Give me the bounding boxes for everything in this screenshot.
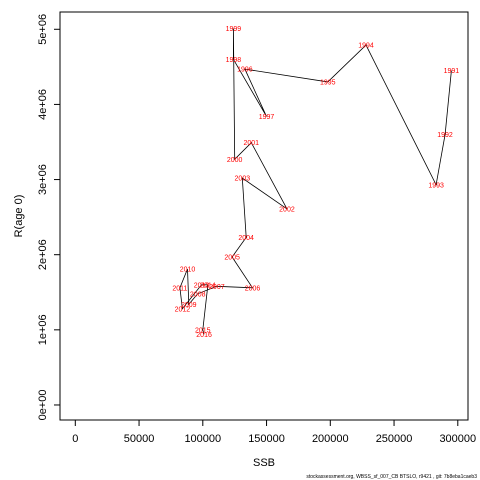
y-tick-label: 2e+06 <box>37 239 49 270</box>
y-axis-title: R(age 0) <box>13 195 25 238</box>
footer-credit: stockassessment.org, WBSS_sf_007_CB BTSL… <box>306 474 477 480</box>
point-label: 2000 <box>227 157 243 164</box>
point-label: 2011 <box>172 285 187 292</box>
x-tick-label: 150000 <box>248 433 285 445</box>
point-label: 2010 <box>180 266 196 273</box>
x-tick-label: 200000 <box>312 433 349 445</box>
series-line <box>179 28 452 335</box>
y-tick-label: 5e+06 <box>37 14 49 45</box>
point-label: 1996 <box>237 67 253 74</box>
series-line-layer <box>179 28 452 335</box>
axes-layer: 0 50000 100000 150000 200000 250000 300000 0e+0… <box>37 14 476 445</box>
point-label: 2004 <box>238 235 254 242</box>
y-tick-label: 4e+06 <box>37 89 49 120</box>
plot-frame <box>59 11 469 421</box>
point-label: 2012 <box>175 306 191 313</box>
point-label: 1995 <box>320 79 336 86</box>
point-label-layer: 1991 1992 1993 1994 1995 1996 1997 1998 1999 2000… <box>172 26 459 339</box>
point-label: 2013 <box>194 282 210 289</box>
point-label: 2016 <box>196 332 212 339</box>
point-label: 2006 <box>245 285 261 292</box>
x-axis-title: SSB <box>253 457 275 469</box>
y-tick-label: 1e+06 <box>37 314 49 345</box>
x-tick-label: 100000 <box>184 433 221 445</box>
point-label: 1992 <box>437 132 453 139</box>
point-label: 2007 <box>209 284 225 291</box>
x-tick-label: 300000 <box>439 433 476 445</box>
y-tick-label: 0e+00 <box>37 390 49 421</box>
point-label: 1997 <box>259 114 275 121</box>
x-tick-label: 0 <box>72 433 78 445</box>
point-label: 2005 <box>224 254 240 261</box>
point-label: 2009 <box>181 302 197 309</box>
point-label: 2015 <box>195 327 211 334</box>
point-label: 1991 <box>444 68 460 75</box>
point-label: 1998 <box>226 57 242 64</box>
y-tick-label: 3e+06 <box>37 164 49 195</box>
point-label: 2002 <box>279 206 295 213</box>
point-label: 2003 <box>235 176 251 183</box>
point-label: 1999 <box>226 26 242 33</box>
point-label: 2008 <box>190 291 206 298</box>
x-tick-label: 50000 <box>124 433 155 445</box>
x-tick-label: 250000 <box>376 433 413 445</box>
point-label: 1994 <box>358 43 374 50</box>
plot-area <box>59 11 469 421</box>
point-label: 2001 <box>243 140 259 147</box>
point-label: 1993 <box>428 182 444 189</box>
point-label: 2014 <box>200 282 216 289</box>
